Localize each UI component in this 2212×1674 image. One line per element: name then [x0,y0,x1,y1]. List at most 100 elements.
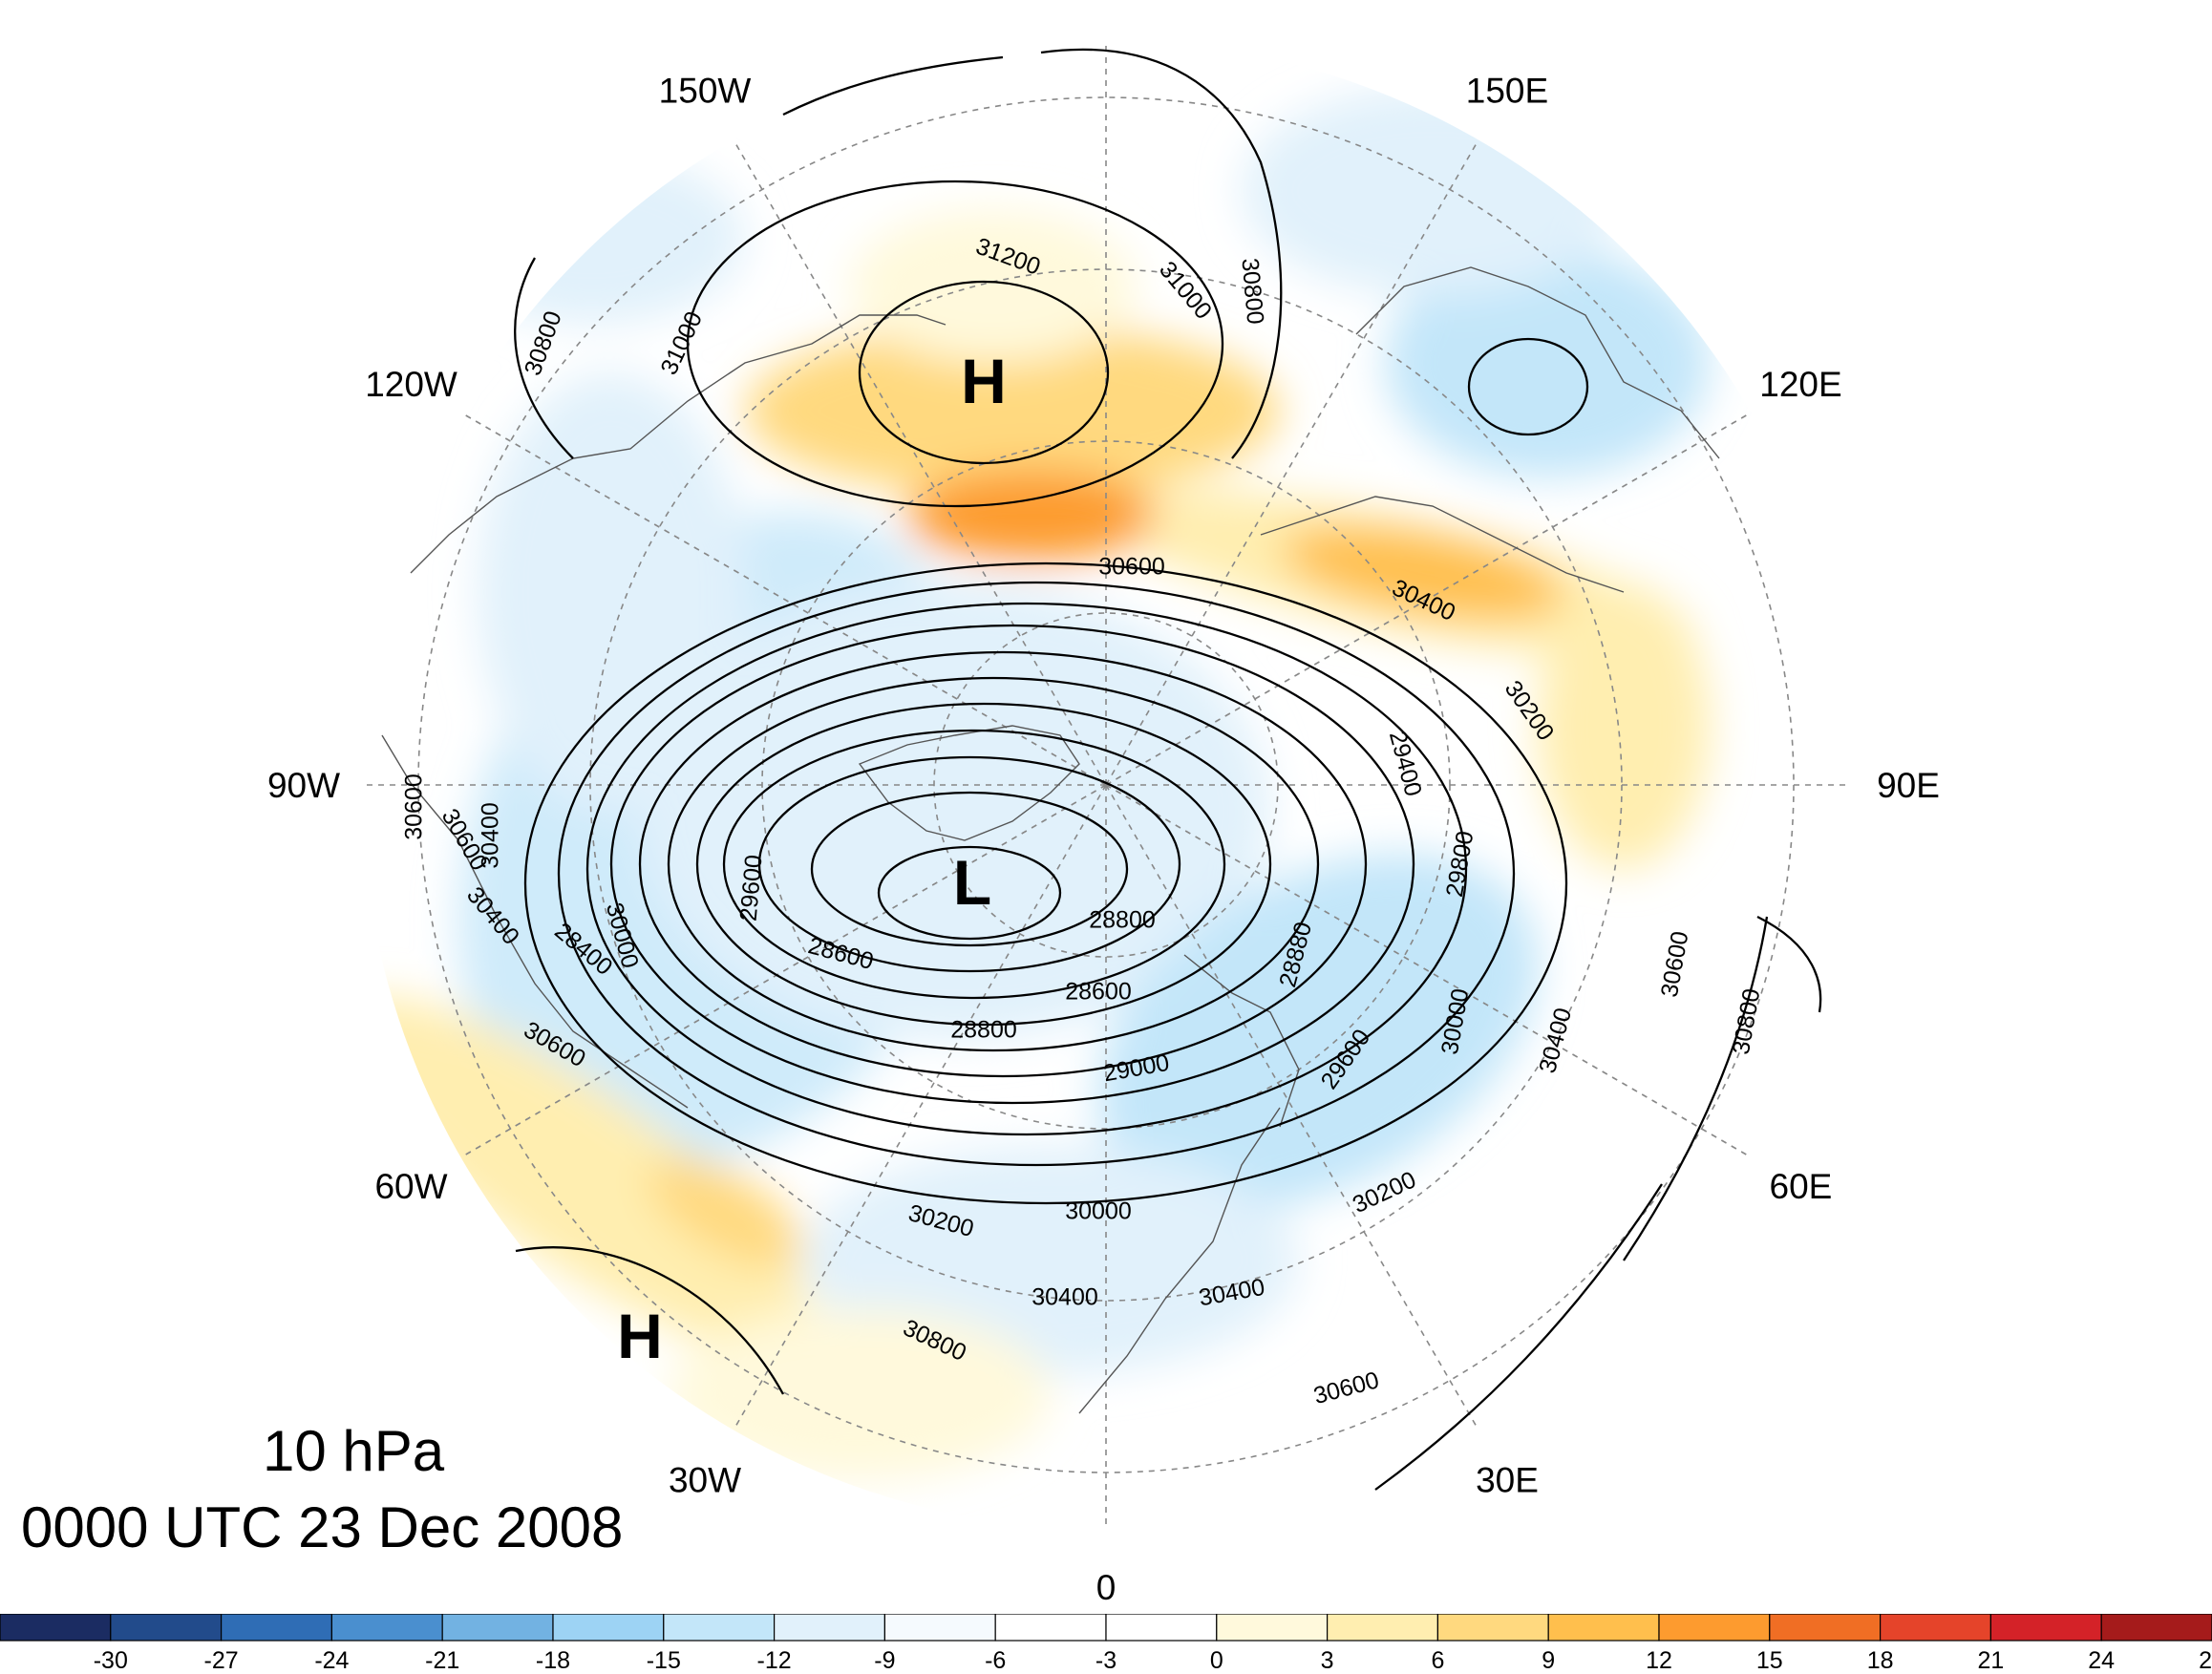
colorbar-tick-label: 6 [1431,1647,1444,1674]
contour-value-label: 30400 [478,802,504,869]
meridian-line [1105,412,1752,786]
contour-value-label: 31000 [655,307,708,379]
contour-line [810,791,1129,947]
contour-value-label: 30600 [1098,554,1165,581]
colorbar-tick-label: 9 [1542,1647,1555,1674]
colorbar-swatch [1326,1614,1438,1642]
high-pressure-center: H [961,346,1007,416]
meridian-line [460,412,1107,786]
longitude-label: 30E [1476,1460,1539,1499]
colorbar-tick-label: -6 [985,1647,1006,1674]
longitude-label: 120W [365,365,457,404]
contour-line [557,581,1516,1167]
longitude-labels: 180 150W 150E 120W 120E 90W 90E 60W 60E 30W 30E 0 [267,0,1940,1607]
colorbar-swatch [441,1614,554,1642]
height-contours [523,180,1568,1205]
contour-value-label: 29400 [1384,728,1427,798]
high-pressure-center: H [617,1301,663,1371]
colorbar-tick-label: 12 [1646,1647,1672,1674]
contour-line [638,650,1368,1078]
meridian-line [460,784,1107,1158]
level-title: 10 hPa [263,1419,445,1483]
longitude-label: 150W [659,72,752,111]
colorbar-swatch [883,1614,996,1642]
valid-time-title: 0000 UTC 23 Dec 2008 [21,1495,624,1559]
colorbar-swatch [1769,1614,1882,1642]
colorbar-tick-label: -12 [757,1647,792,1674]
colorbar-swatch [994,1614,1107,1642]
longitude-label: 60W [374,1167,447,1206]
colorbar-swatch [1105,1614,1218,1642]
colorbar-tick-label: 3 [1321,1647,1334,1674]
low-pressure-center: L [953,847,991,918]
longitude-label: 90W [267,766,340,805]
contour-line [757,755,1181,973]
colorbar-tick-label: 27 [2199,1647,2212,1674]
contour-line [686,180,1224,508]
colorbar-swatch [221,1614,333,1642]
contour-value-label: 28600 [1065,979,1132,1006]
meridian-line [733,784,1107,1430]
colorbar-swatch [663,1614,776,1642]
anomaly-shading [361,86,1710,1480]
contour-value-label: 30400 [1032,1284,1098,1311]
colorbar-tick-label: 21 [1977,1647,2004,1674]
colorbar-swatch [1658,1614,1771,1642]
colorbar-tick-label: -18 [536,1647,570,1674]
colorbar-tick-label: -15 [647,1647,681,1674]
contour-value-label: 30800 [1728,986,1766,1056]
colorbar-tick-label: -27 [204,1647,239,1674]
contour-value-label: 30800 [1236,257,1268,326]
contour-value-label: 30800 [520,307,567,379]
contour-line [695,702,1272,1027]
contour-line [722,729,1226,1000]
colorbar-tick-label: -24 [314,1647,349,1674]
colorbar-swatch [1989,1614,2102,1642]
longitude-label: 120E [1759,365,1841,404]
colorbar-swatch [773,1614,885,1642]
colorbar-swatch [110,1614,223,1642]
colorbar-swatch [1216,1614,1329,1642]
longitude-label: 90E [1877,766,1940,805]
colorbar-tick-label: 0 [1210,1647,1223,1674]
polar-stereographic-map: 31200 31000310003080030800306003040030200… [267,0,1940,1607]
contour-line [877,845,1062,941]
colorbar-swatch [552,1614,665,1642]
colorbar-tick-label: 18 [1867,1647,1894,1674]
contour-value-label: 28800 [1089,907,1156,934]
graticule [361,40,1851,1530]
contour-line [609,624,1415,1105]
colorbar-swatch [0,1614,112,1642]
colorbar-swatch [2100,1614,2212,1642]
colorbar-tick-label: -3 [1095,1647,1117,1674]
meridian-line [1105,784,1752,1158]
colorbar-swatch [330,1614,443,1642]
colorbar: -30 -27 -24 -21 -18 -15 -12 -9 -6 -3 0 3 6 9 12 15 18 21 2… [0,1614,2212,1674]
colorbar-tick-label: 15 [1756,1647,1783,1674]
contour-value-label: 30400 [1534,1005,1577,1075]
contour-value-label: 28800 [950,1017,1017,1044]
colorbar-tick-label: -21 [425,1647,459,1674]
colorbar-tick-label: -9 [874,1647,895,1674]
longitude-label: 180 [1076,0,1136,3]
colorbar-swatch [1547,1614,1660,1642]
coastlines [381,266,1720,1414]
colorbar-tick-label: -30 [94,1647,128,1674]
longitude-label: 0 [1096,1568,1117,1607]
longitude-label: 60E [1770,1167,1833,1206]
contour-value-label: 30600 [1310,1367,1381,1409]
meridian-line [733,139,1107,786]
contour-line [523,562,1568,1205]
contour-value-label: 30600 [1656,929,1694,999]
height-contours-open [514,48,1822,1491]
pressure-centers: H L H [617,346,1007,1371]
meridian-line [1105,139,1479,786]
contour-line [858,280,1110,465]
longitude-label: 30W [669,1460,741,1499]
contour-value-label: 29600 [735,854,768,922]
colorbar-swatch [1436,1614,1549,1642]
colorbar-swatch [1879,1614,1991,1642]
colorbar-tick-label: 24 [2088,1647,2115,1674]
meridian-line [1105,784,1479,1430]
contour-value-label: 30600 [401,773,428,840]
